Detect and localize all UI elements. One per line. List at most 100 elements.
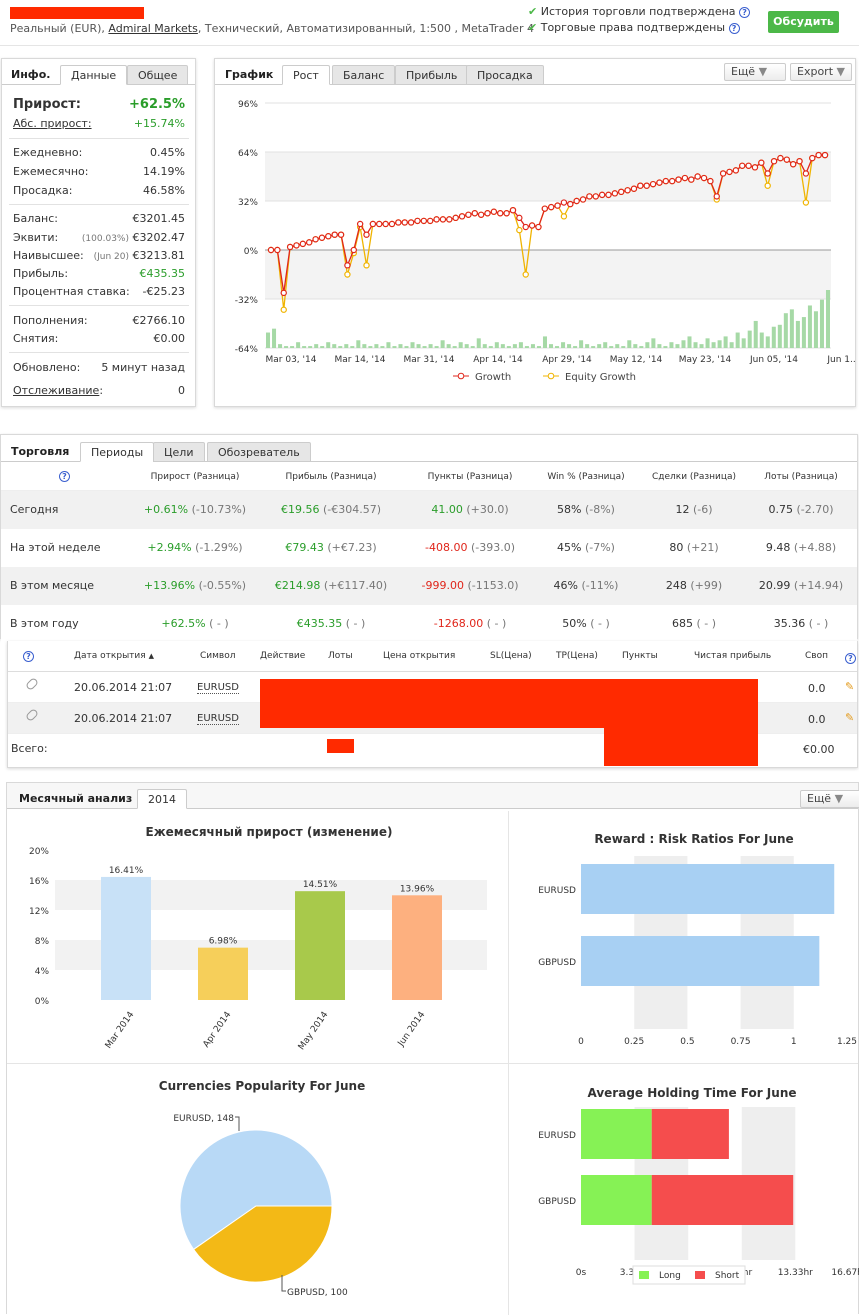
period-pips-diff: (-393.0) xyxy=(470,541,516,554)
data-point xyxy=(764,182,771,189)
slice-label: EURUSD, 148 xyxy=(173,1114,234,1124)
volume-bar xyxy=(765,336,770,348)
check-icon: ✔ xyxy=(528,5,538,18)
broker-link[interactable]: Admiral Markets xyxy=(108,22,198,35)
monthly-more-dropdown[interactable]: Ещё ▼ xyxy=(800,790,859,808)
period-lots-diff: (+14.94) xyxy=(793,579,844,592)
edit-pencil-icon[interactable]: ✎ xyxy=(845,680,855,693)
period-trades-diff: (+99) xyxy=(690,579,723,592)
volume-bar xyxy=(530,344,535,348)
equity-value: €3202.47 xyxy=(132,231,186,244)
account-header: Реальный (EUR), Admiral Markets, Техниче… xyxy=(0,0,859,46)
more-dropdown[interactable]: Ещё ▼ xyxy=(724,63,786,81)
period-pips: -1268.00 xyxy=(433,617,484,630)
tab-profit[interactable]: Прибыль xyxy=(395,65,469,85)
tab-general[interactable]: Общее xyxy=(127,65,189,85)
label-connector xyxy=(235,1116,240,1131)
period-trades: 12 xyxy=(675,503,690,516)
rate-value: -€25.23 xyxy=(142,285,185,298)
volume-bar xyxy=(320,346,325,348)
data-point xyxy=(363,262,370,269)
data-point xyxy=(280,289,287,297)
volume-bar xyxy=(338,346,343,348)
volume-bar xyxy=(446,344,451,348)
column-header: Лоты (Разница) xyxy=(764,472,838,482)
paperclip-icon[interactable] xyxy=(24,707,40,723)
bar-value-label: 16.41% xyxy=(109,866,144,876)
legend-label: Equity Growth xyxy=(565,372,636,383)
chart-title: График xyxy=(225,68,274,81)
column-header[interactable]: TP(Цена) xyxy=(556,651,598,661)
tab-goals[interactable]: Цели xyxy=(153,442,205,462)
volume-bar xyxy=(597,344,602,348)
column-header: Прибыль (Разница) xyxy=(285,472,377,482)
withdrawals-value: €0.00 xyxy=(153,332,186,345)
column-header[interactable]: Цена открытия xyxy=(383,651,456,661)
column-header[interactable]: Дата открытия ▲ xyxy=(74,651,154,661)
trade-symbol[interactable]: EURUSD xyxy=(197,682,239,694)
balance-value: €3201.45 xyxy=(132,212,186,225)
volume-bar xyxy=(789,309,794,348)
data-point xyxy=(382,220,389,228)
volume-bar xyxy=(549,344,554,348)
column-header[interactable]: Чистая прибыль xyxy=(694,651,772,661)
volume-bar xyxy=(494,342,499,348)
data-point xyxy=(484,210,491,217)
volume-bar xyxy=(825,290,830,348)
chart-title: Currencies Popularity For June xyxy=(159,1079,365,1093)
data-point xyxy=(726,168,733,176)
column-header[interactable]: Лоты xyxy=(328,651,353,661)
profit-value: €435.35 xyxy=(139,267,186,280)
data-point xyxy=(624,187,631,194)
paperclip-icon[interactable] xyxy=(24,676,40,692)
help-icon[interactable]: ? xyxy=(739,7,751,18)
data-point xyxy=(719,170,727,177)
export-dropdown[interactable]: Export ▼ xyxy=(790,63,852,81)
volume-bar xyxy=(302,346,307,348)
updated-label: Обновлено: xyxy=(13,361,81,374)
volume-bar xyxy=(332,344,337,348)
periods-table: ? Прирост (Разница) Прибыль (Разница) Пункт… xyxy=(1,463,857,643)
legend-label: Short xyxy=(715,1271,740,1281)
help-icon[interactable]: ? xyxy=(23,651,34,662)
column-header[interactable]: SL(Цена) xyxy=(490,651,532,661)
period-growth-diff: (-10.73%) xyxy=(191,503,247,516)
data-point xyxy=(426,217,434,225)
column-header[interactable]: Пункты xyxy=(622,651,658,661)
grid-band xyxy=(265,152,831,201)
y-tick-label: 8% xyxy=(35,937,50,947)
tab-drawdown[interactable]: Просадка xyxy=(466,65,544,85)
data-point xyxy=(668,177,676,185)
data-point xyxy=(713,193,720,200)
period-growth: +0.61% xyxy=(143,503,189,516)
data-point xyxy=(497,210,504,217)
data-point xyxy=(280,306,287,313)
discuss-button[interactable]: Обсудить xyxy=(768,11,839,33)
tab-balance[interactable]: Баланс xyxy=(332,65,396,85)
monthly-title: Месячный анализ xyxy=(19,792,133,805)
column-header[interactable]: Символ xyxy=(200,651,236,661)
tab-periods[interactable]: Периоды xyxy=(80,442,155,462)
period-label: Сегодня xyxy=(10,503,59,516)
tab-year-2014[interactable]: 2014 xyxy=(137,789,187,809)
help-icon[interactable]: ? xyxy=(728,23,740,34)
y-tick-label: 64% xyxy=(238,149,258,159)
redacted-trade-details xyxy=(260,679,758,728)
data-point xyxy=(802,199,810,206)
edit-pencil-icon[interactable]: ✎ xyxy=(845,711,855,724)
tab-browser[interactable]: Обозреватель xyxy=(207,442,311,462)
data-point xyxy=(586,193,593,200)
monthly-bar xyxy=(198,947,248,1000)
y-tick-label: 20% xyxy=(29,847,49,857)
help-icon[interactable]: ? xyxy=(845,653,856,664)
column-header[interactable]: Действие xyxy=(260,651,306,661)
data-point xyxy=(535,223,542,231)
help-icon[interactable]: ? xyxy=(59,471,70,482)
tab-growth[interactable]: Рост xyxy=(282,65,330,85)
tab-data[interactable]: Данные xyxy=(60,65,128,85)
column-header[interactable]: Своп xyxy=(805,651,828,661)
data-point xyxy=(306,239,313,246)
trade-symbol[interactable]: EURUSD xyxy=(197,713,239,725)
tracking-link[interactable]: Отслеживание xyxy=(13,384,100,397)
data-point xyxy=(337,231,345,238)
